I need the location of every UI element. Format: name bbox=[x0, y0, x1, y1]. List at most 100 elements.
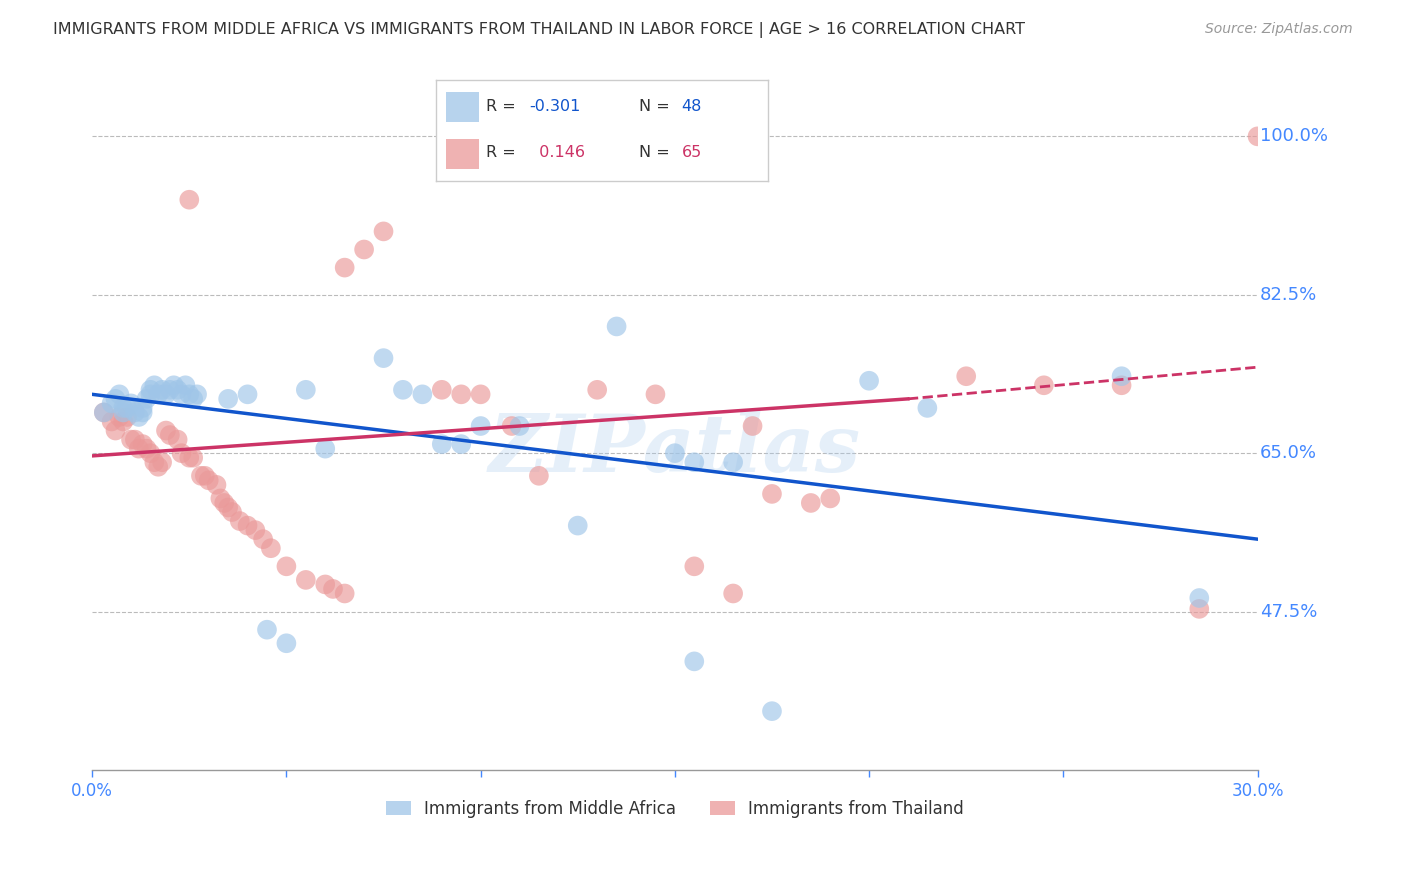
Point bbox=[131, 405, 153, 419]
Point bbox=[166, 383, 188, 397]
Point bbox=[131, 401, 153, 415]
Point bbox=[124, 405, 146, 419]
Point bbox=[150, 383, 173, 397]
Point bbox=[115, 401, 138, 415]
Point bbox=[295, 573, 318, 587]
Point bbox=[221, 505, 243, 519]
Point bbox=[322, 582, 344, 596]
Point bbox=[217, 500, 239, 515]
Legend: Immigrants from Middle Africa, Immigrants from Thailand: Immigrants from Middle Africa, Immigrant… bbox=[380, 793, 970, 824]
Point bbox=[1032, 378, 1054, 392]
Point bbox=[181, 450, 204, 465]
Point bbox=[115, 409, 138, 424]
Point bbox=[1111, 378, 1133, 392]
Point bbox=[606, 319, 628, 334]
Point bbox=[721, 455, 744, 469]
Point bbox=[314, 442, 336, 456]
Point bbox=[112, 415, 135, 429]
Point bbox=[373, 351, 395, 365]
Point bbox=[450, 387, 472, 401]
Point bbox=[664, 446, 686, 460]
Point bbox=[139, 387, 162, 401]
Point bbox=[143, 378, 166, 392]
Point bbox=[1111, 369, 1133, 384]
Point bbox=[143, 455, 166, 469]
Point bbox=[392, 383, 415, 397]
Point bbox=[501, 419, 523, 434]
Point bbox=[104, 392, 127, 406]
Point bbox=[917, 401, 939, 415]
Point bbox=[148, 459, 170, 474]
Point bbox=[1188, 602, 1211, 616]
Point bbox=[120, 396, 142, 410]
Point bbox=[586, 383, 609, 397]
Point bbox=[139, 446, 162, 460]
Point bbox=[955, 369, 977, 384]
Point bbox=[100, 415, 122, 429]
Point bbox=[166, 433, 188, 447]
Point bbox=[135, 392, 157, 406]
Point bbox=[314, 577, 336, 591]
Point bbox=[100, 396, 122, 410]
Point bbox=[150, 455, 173, 469]
Point bbox=[245, 523, 267, 537]
Point bbox=[236, 387, 259, 401]
Point bbox=[470, 419, 492, 434]
Point bbox=[108, 409, 131, 424]
Point bbox=[295, 383, 318, 397]
Point bbox=[683, 455, 706, 469]
Point bbox=[721, 586, 744, 600]
Point bbox=[430, 437, 453, 451]
Text: 82.5%: 82.5% bbox=[1260, 285, 1317, 304]
Point bbox=[112, 401, 135, 415]
Point bbox=[333, 260, 356, 275]
Point bbox=[186, 387, 208, 401]
Point bbox=[527, 468, 550, 483]
Point bbox=[683, 559, 706, 574]
Point bbox=[212, 496, 235, 510]
Point bbox=[93, 405, 115, 419]
Point bbox=[163, 378, 186, 392]
Point bbox=[190, 468, 212, 483]
Point bbox=[236, 518, 259, 533]
Point bbox=[820, 491, 842, 506]
Point bbox=[124, 433, 146, 447]
Text: ZIPatlas: ZIPatlas bbox=[489, 410, 860, 488]
Point bbox=[800, 496, 823, 510]
Point bbox=[761, 704, 783, 718]
Point bbox=[104, 424, 127, 438]
Point bbox=[155, 387, 177, 401]
Point bbox=[1246, 129, 1268, 144]
Point bbox=[159, 383, 181, 397]
Point bbox=[450, 437, 472, 451]
Point bbox=[567, 518, 589, 533]
Text: 47.5%: 47.5% bbox=[1260, 603, 1317, 621]
Point bbox=[260, 541, 283, 556]
Point bbox=[155, 424, 177, 438]
Point bbox=[128, 409, 150, 424]
Point bbox=[741, 419, 763, 434]
Point bbox=[252, 532, 274, 546]
Point bbox=[174, 378, 197, 392]
Point bbox=[276, 559, 298, 574]
Point bbox=[148, 387, 170, 401]
Text: 100.0%: 100.0% bbox=[1260, 128, 1327, 145]
Point bbox=[276, 636, 298, 650]
Point bbox=[170, 446, 193, 460]
Point bbox=[120, 433, 142, 447]
Point bbox=[1188, 591, 1211, 605]
Point bbox=[179, 387, 201, 401]
Text: 65.0%: 65.0% bbox=[1260, 444, 1317, 462]
Point bbox=[373, 224, 395, 238]
Point bbox=[197, 473, 219, 487]
Point bbox=[411, 387, 433, 401]
Point bbox=[333, 586, 356, 600]
Point bbox=[858, 374, 880, 388]
Point bbox=[128, 442, 150, 456]
Point bbox=[135, 442, 157, 456]
Point bbox=[93, 405, 115, 419]
Point bbox=[217, 392, 239, 406]
Point bbox=[108, 387, 131, 401]
Point bbox=[131, 437, 153, 451]
Point bbox=[139, 383, 162, 397]
